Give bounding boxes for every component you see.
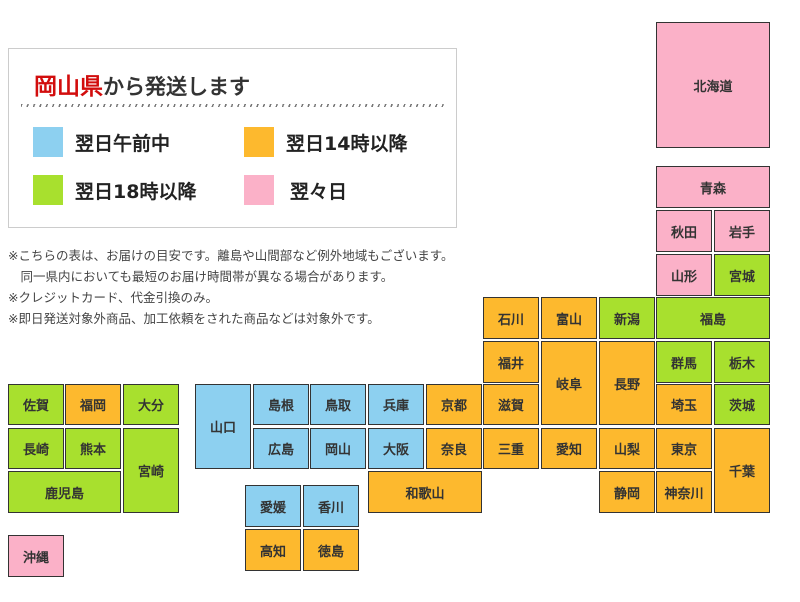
- legend-item-after-18: 翌日18時以降: [33, 175, 196, 205]
- prefecture-okinawa: 沖縄: [8, 535, 64, 577]
- note-line: ※こちらの表は、お届けの目安です。離島や山間部など例外地域もございます。: [8, 248, 454, 263]
- prefecture-oita: 大分: [123, 384, 179, 425]
- prefecture-osaka: 大阪: [368, 428, 424, 469]
- prefecture-yamagata: 山形: [656, 254, 712, 296]
- prefecture-aichi: 愛知: [541, 428, 597, 469]
- prefecture-wakayama: 和歌山: [368, 471, 482, 513]
- legend-item-two-days: 翌々日: [244, 175, 347, 205]
- legend-box: 岡山県から発送します 翌日午前中 翌日14時以降 翌日18時以降 翌々日: [8, 48, 457, 228]
- prefecture-ibaraki: 茨城: [714, 384, 770, 425]
- prefecture-ishikawa: 石川: [483, 297, 539, 339]
- prefecture-kochi: 高知: [245, 529, 301, 571]
- prefecture-shimane: 島根: [253, 384, 309, 425]
- prefecture-tochigi: 栃木: [714, 341, 770, 383]
- prefecture-gunma: 群馬: [656, 341, 712, 383]
- legend-label: 翌日午前中: [75, 132, 171, 155]
- legend-swatch: [244, 175, 274, 205]
- prefecture-nara: 奈良: [426, 428, 482, 469]
- page-title: 岡山県から発送します: [34, 67, 250, 101]
- legend-item-morning: 翌日午前中: [33, 127, 170, 157]
- prefecture-tottori: 鳥取: [310, 384, 366, 425]
- prefecture-kanagawa: 神奈川: [656, 471, 712, 513]
- prefecture-tokyo: 東京: [656, 428, 712, 469]
- prefecture-shizuoka: 静岡: [599, 471, 655, 513]
- prefecture-yamanashi: 山梨: [599, 428, 655, 469]
- prefecture-mie: 三重: [483, 428, 539, 469]
- prefecture-ehime: 愛媛: [245, 485, 301, 527]
- title-rest: から発送します: [103, 75, 250, 99]
- prefecture-chiba: 千葉: [714, 428, 770, 513]
- prefecture-hyogo: 兵庫: [368, 384, 424, 425]
- prefecture-akita: 秋田: [656, 210, 712, 252]
- prefecture-shiga: 滋賀: [483, 384, 539, 425]
- prefecture-hiroshima: 広島: [253, 428, 309, 469]
- note-line: 同一県内においても最短のお届け時間帯が異なる場合があります。: [8, 269, 394, 284]
- legend-label: 翌々日: [290, 180, 348, 203]
- prefecture-nagano: 長野: [599, 341, 655, 425]
- prefecture-kagoshima: 鹿児島: [8, 471, 121, 513]
- prefecture-kumamoto: 熊本: [65, 428, 121, 469]
- prefecture-saga: 佐賀: [8, 384, 64, 425]
- prefecture-tokushima: 徳島: [303, 529, 359, 571]
- prefecture-aomori: 青森: [656, 166, 770, 208]
- prefecture-fukui: 福井: [483, 341, 539, 383]
- prefecture-okayama: 岡山: [310, 428, 366, 469]
- prefecture-miyazaki: 宮崎: [123, 428, 179, 513]
- prefecture-miyagi: 宮城: [714, 254, 770, 296]
- prefecture-kagawa: 香川: [303, 485, 359, 527]
- prefecture-yamaguchi: 山口: [195, 384, 251, 469]
- legend-swatch: [33, 175, 63, 205]
- prefecture-nagasaki: 長崎: [8, 428, 64, 469]
- note-line: ※即日発送対象外商品、加工依頼をされた商品などは対象外です。: [8, 311, 380, 326]
- prefecture-kyoto: 京都: [426, 384, 482, 425]
- prefecture-gifu: 岐阜: [541, 341, 597, 425]
- prefecture-hokkaido: 北海道: [656, 22, 770, 148]
- legend-swatch: [244, 127, 274, 157]
- prefecture-niigata: 新潟: [599, 297, 655, 339]
- prefecture-fukushima: 福島: [656, 297, 770, 339]
- legend-swatch: [33, 127, 63, 157]
- note-line: ※クレジットカード、代金引換のみ。: [8, 290, 218, 305]
- notes: ※こちらの表は、お届けの目安です。離島や山間部など例外地域もございます。 同一県…: [8, 245, 453, 329]
- prefecture-toyama: 富山: [541, 297, 597, 339]
- legend-label: 翌日14時以降: [286, 132, 408, 155]
- prefecture-saitama: 埼玉: [656, 384, 712, 425]
- prefecture-iwate: 岩手: [714, 210, 770, 252]
- legend-item-after-14: 翌日14時以降: [244, 127, 407, 157]
- legend-label: 翌日18時以降: [75, 180, 197, 203]
- prefecture-fukuoka: 福岡: [65, 384, 121, 425]
- dashed-divider: [21, 104, 444, 107]
- title-prefecture: 岡山県: [34, 74, 103, 100]
